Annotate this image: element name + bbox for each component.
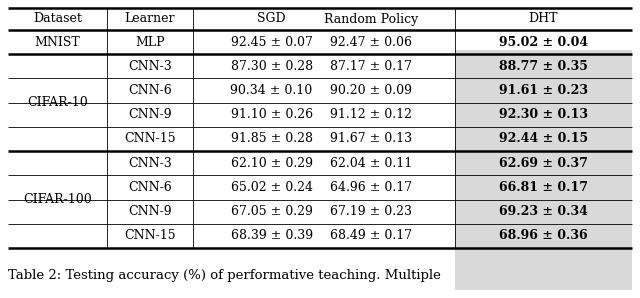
Text: Table 2: Testing accuracy (%) of performative teaching. Multiple: Table 2: Testing accuracy (%) of perform… — [8, 268, 441, 282]
Text: 67.19 ± 0.23: 67.19 ± 0.23 — [330, 205, 412, 218]
Text: 91.10 ± 0.26: 91.10 ± 0.26 — [230, 108, 313, 121]
Text: 90.20 ± 0.09: 90.20 ± 0.09 — [330, 84, 412, 97]
Text: CNN-6: CNN-6 — [128, 84, 172, 97]
Text: 91.61 ± 0.23: 91.61 ± 0.23 — [499, 84, 588, 97]
Text: 92.47 ± 0.06: 92.47 ± 0.06 — [330, 36, 412, 49]
Text: 92.45 ± 0.07: 92.45 ± 0.07 — [230, 36, 312, 49]
Text: Random Policy: Random Policy — [324, 13, 419, 26]
Text: Learner: Learner — [125, 13, 175, 26]
Text: CNN-15: CNN-15 — [124, 229, 176, 242]
Text: 65.02 ± 0.24: 65.02 ± 0.24 — [230, 181, 312, 194]
Text: DHT: DHT — [529, 13, 558, 26]
Text: 68.96 ± 0.36: 68.96 ± 0.36 — [499, 229, 588, 242]
Text: 69.23 ± 0.34: 69.23 ± 0.34 — [499, 205, 588, 218]
Text: CNN-6: CNN-6 — [128, 181, 172, 194]
Text: 92.44 ± 0.15: 92.44 ± 0.15 — [499, 133, 588, 145]
Text: 95.02 ± 0.04: 95.02 ± 0.04 — [499, 36, 588, 49]
Text: SGD: SGD — [257, 13, 286, 26]
Text: 64.96 ± 0.17: 64.96 ± 0.17 — [330, 181, 412, 194]
Text: 62.69 ± 0.37: 62.69 ± 0.37 — [499, 157, 588, 170]
Text: 67.05 ± 0.29: 67.05 ± 0.29 — [230, 205, 312, 218]
Text: 87.17 ± 0.17: 87.17 ± 0.17 — [330, 60, 412, 73]
Text: CNN-9: CNN-9 — [128, 108, 172, 121]
Text: 62.10 ± 0.29: 62.10 ± 0.29 — [230, 157, 312, 170]
Text: CNN-9: CNN-9 — [128, 205, 172, 218]
Text: 87.30 ± 0.28: 87.30 ± 0.28 — [230, 60, 313, 73]
Text: 90.34 ± 0.10: 90.34 ± 0.10 — [230, 84, 313, 97]
Text: CIFAR-10: CIFAR-10 — [27, 96, 88, 109]
Text: MNIST: MNIST — [35, 36, 81, 49]
Text: 68.49 ± 0.17: 68.49 ± 0.17 — [330, 229, 412, 242]
Text: MLP: MLP — [135, 36, 165, 49]
Text: CIFAR-100: CIFAR-100 — [23, 193, 92, 206]
Text: 92.30 ± 0.13: 92.30 ± 0.13 — [499, 108, 588, 121]
Text: 66.81 ± 0.17: 66.81 ± 0.17 — [499, 181, 588, 194]
Text: 68.39 ± 0.39: 68.39 ± 0.39 — [230, 229, 313, 242]
Bar — [455, 50, 632, 290]
Text: CNN-3: CNN-3 — [128, 157, 172, 170]
Text: CNN-15: CNN-15 — [124, 133, 176, 145]
Text: Dataset: Dataset — [33, 13, 82, 26]
Text: CNN-3: CNN-3 — [128, 60, 172, 73]
Text: 91.85 ± 0.28: 91.85 ± 0.28 — [230, 133, 312, 145]
Text: 91.12 ± 0.12: 91.12 ± 0.12 — [330, 108, 412, 121]
Text: 88.77 ± 0.35: 88.77 ± 0.35 — [499, 60, 588, 73]
Text: 91.67 ± 0.13: 91.67 ± 0.13 — [330, 133, 412, 145]
Text: 62.04 ± 0.11: 62.04 ± 0.11 — [330, 157, 412, 170]
